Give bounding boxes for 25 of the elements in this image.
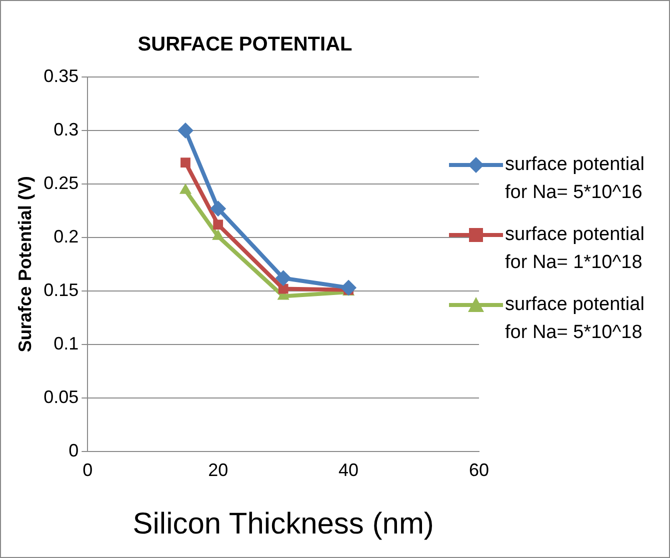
y-tick-label: 0.2 (54, 226, 79, 246)
y-tick-label: 0.25 (44, 172, 79, 193)
x-tick-label: 0 (82, 460, 93, 480)
point (340, 280, 357, 296)
x-tick-label: 60 (468, 460, 490, 480)
point (177, 122, 194, 138)
point (278, 284, 288, 294)
y-tick-label: 0.15 (44, 280, 79, 300)
legend-label: surface potential for Na= 5*10^16 (505, 153, 646, 205)
y-tick-label: 0.35 (44, 66, 79, 86)
point (275, 270, 292, 286)
x-tick-label: 40 (338, 460, 359, 480)
legend-label: surface potential for Na= 5*10^18 (505, 293, 646, 345)
point (210, 200, 226, 217)
y-tick-label: 0 (68, 440, 79, 460)
y-axis-title: Surafce Potential (V) (14, 176, 35, 352)
y-tick-label: 0.3 (54, 119, 79, 140)
legend-label: surface potential for Na= 1*10^18 (505, 223, 646, 275)
x-tick-label: 20 (208, 460, 228, 480)
x-axis-title: Silicon Thickness (nm) (132, 507, 434, 540)
chart-title: SURFACE POTENTIAL (138, 34, 352, 56)
y-tick-label: 0.1 (54, 333, 79, 354)
y-tick-label: 0.05 (44, 386, 79, 407)
point (180, 158, 190, 168)
point (213, 220, 224, 230)
